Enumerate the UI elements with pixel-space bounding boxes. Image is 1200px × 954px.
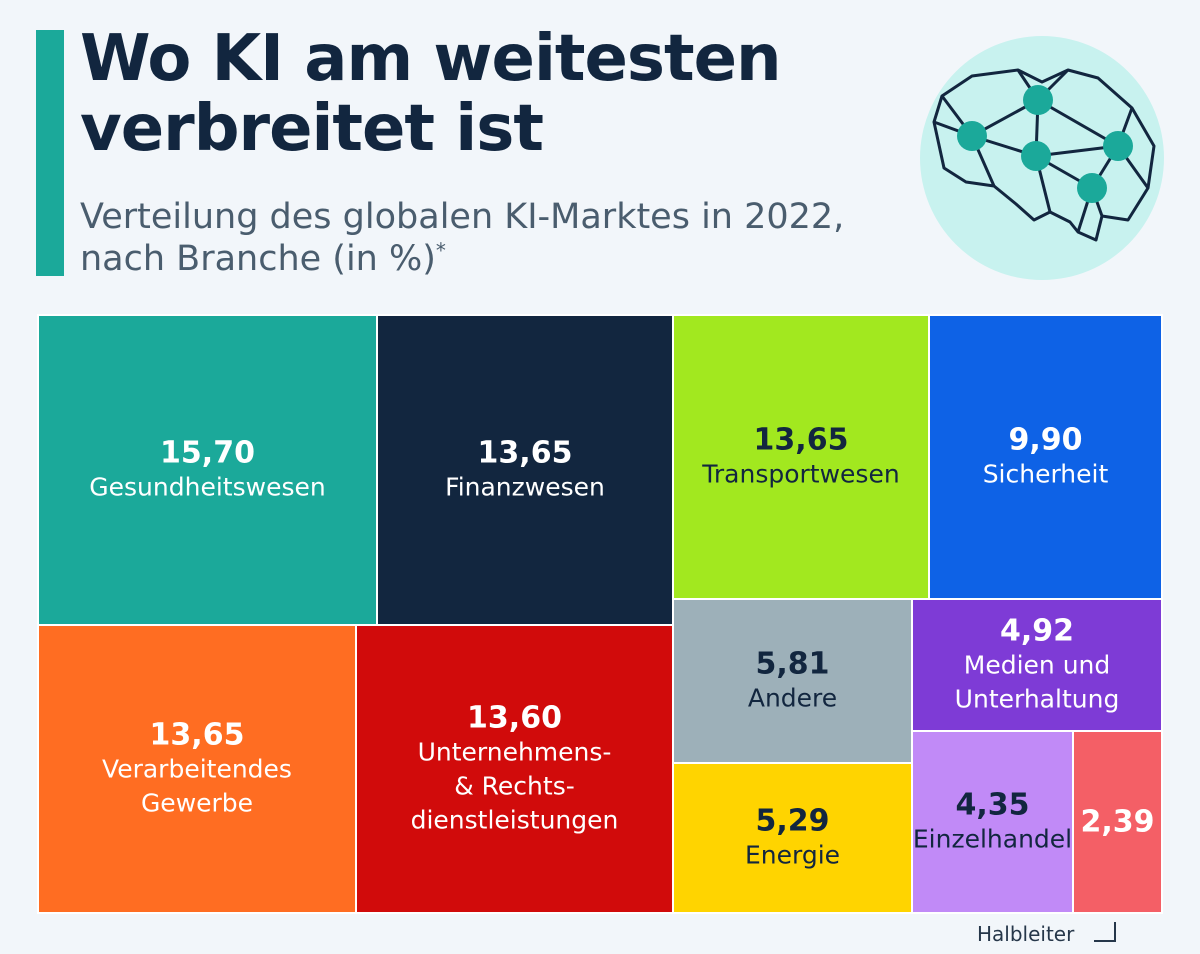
brain-network-icon — [920, 36, 1164, 280]
treemap-tile-andere — [672, 598, 913, 764]
treemap-label-verarbeitend: Verarbeitendes — [102, 755, 292, 784]
treemap-label-transport: Transportwesen — [701, 460, 899, 489]
halbleiter-callout-label: Halbleiter — [977, 922, 1075, 946]
treemap-tile-verarbeitend — [37, 624, 357, 914]
treemap-label-medien: Unterhaltung — [955, 685, 1120, 714]
treemap-label-sicherheit: Sicherheit — [983, 460, 1109, 489]
brain-node — [957, 121, 987, 151]
treemap-value-andere: 5,81 — [755, 647, 829, 682]
title-line-1: Wo KI am weitesten — [80, 22, 782, 96]
treemap-value-halbleiter: 2,39 — [1080, 805, 1154, 840]
treemap-value-sicherheit: 9,90 — [1008, 423, 1082, 458]
treemap-label-finanz: Finanzwesen — [445, 473, 605, 502]
treemap-value-transport: 13,65 — [754, 423, 849, 458]
treemap-tile-unternehmen — [355, 624, 674, 914]
treemap-label-andere: Andere — [748, 684, 837, 713]
brain-node — [1077, 173, 1107, 203]
brain-node — [1021, 141, 1051, 171]
treemap-label-unternehmen: dienstleistungen — [411, 806, 619, 835]
treemap-tile-transport — [672, 314, 930, 600]
subtitle-line-2: nach Branche (in %) — [80, 239, 436, 279]
treemap-tile-halbleiter — [1072, 730, 1163, 914]
treemap-value-verarbeitend: 13,65 — [150, 718, 245, 753]
treemap-tile-einzelhandel — [911, 730, 1074, 914]
treemap-value-energie: 5,29 — [755, 804, 829, 839]
treemap-value-gesundheit: 15,70 — [160, 436, 255, 471]
title-accent-bar — [36, 30, 64, 276]
treemap-tile-sicherheit — [928, 314, 1163, 600]
title-line-2: verbreitet ist — [80, 92, 544, 167]
brain-node — [1023, 85, 1053, 115]
subtitle-line-1: Verteilung des globalen KI-Marktes in 20… — [80, 197, 845, 237]
treemap-tile-energie — [672, 762, 913, 914]
treemap-value-unternehmen: 13,60 — [467, 701, 562, 736]
treemap-tile-medien — [911, 598, 1163, 732]
treemap-tile-gesundheit — [37, 314, 378, 626]
subtitle: Verteilung des globalen KI-Marktes in 20… — [80, 196, 920, 280]
brain-node — [1103, 131, 1133, 161]
treemap-label-verarbeitend: Gewerbe — [141, 789, 253, 818]
treemap-label-gesundheit: Gesundheitswesen — [89, 473, 325, 502]
treemap-value-einzelhandel: 4,35 — [955, 788, 1029, 823]
footnote-mark: * — [435, 238, 446, 263]
brain-outline — [932, 68, 1156, 242]
treemap-label-unternehmen: & Rechts- — [454, 772, 575, 801]
treemap-label-unternehmen: Unternehmens- — [418, 738, 612, 767]
treemap-value-medien: 4,92 — [1000, 614, 1074, 649]
treemap-label-einzelhandel: Einzelhandel — [913, 825, 1072, 854]
treemap-label-energie: Energie — [745, 841, 840, 870]
treemap-label-medien: Medien und — [964, 651, 1111, 680]
halbleiter-callout-pointer — [1094, 922, 1116, 942]
treemap-value-finanz: 13,65 — [478, 436, 573, 471]
page-title: Wo KI am weitesten verbreitet ist — [80, 22, 782, 167]
